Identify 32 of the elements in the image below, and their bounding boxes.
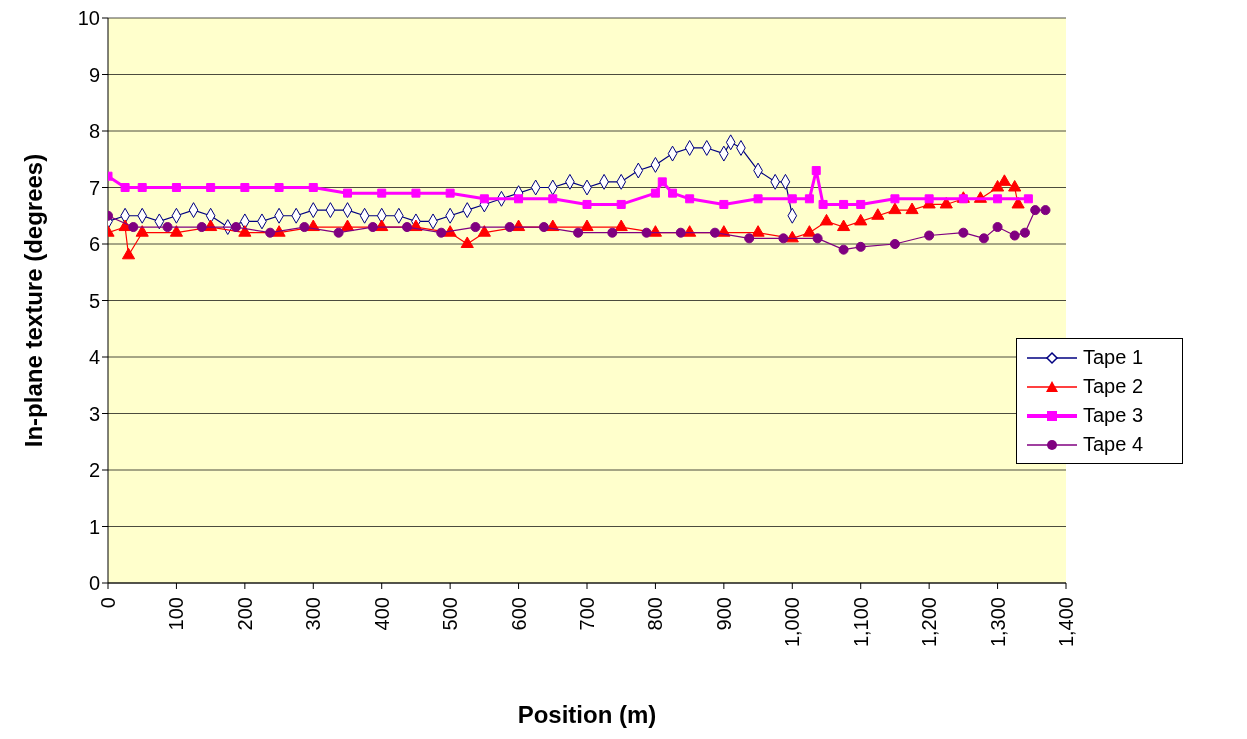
y-tick-label: 0	[88, 572, 100, 595]
x-tick-label: 600	[507, 597, 530, 631]
y-tick-label: 4	[88, 346, 100, 369]
y-tick-label: 1	[88, 515, 100, 538]
x-tick-label: 1,400	[1055, 597, 1077, 648]
x-axis-title: Position (m)	[517, 701, 657, 728]
x-tick-label: 400	[370, 597, 393, 631]
x-tick-label: 0	[97, 597, 119, 609]
legend-label: Tape 4	[1083, 433, 1144, 456]
x-tick-label: 500	[439, 597, 462, 631]
y-tick-label: 9	[88, 63, 100, 86]
x-tick-label: 1,300	[986, 597, 1009, 648]
x-tick-label: 200	[233, 597, 256, 631]
x-tick-label: 1,100	[849, 597, 872, 648]
legend-label: Tape 2	[1083, 375, 1144, 398]
y-tick-label: 6	[88, 233, 100, 256]
y-tick-label: 2	[88, 459, 100, 482]
legend-label: Tape 1	[1083, 346, 1144, 369]
y-tick-label: 10	[77, 7, 100, 30]
x-tick-label: 300	[302, 597, 325, 631]
x-tick-label: 800	[644, 597, 667, 631]
y-tick-label: 8	[88, 120, 100, 143]
y-axis-title: In-plane texture (degrees)	[19, 153, 47, 448]
y-tick-label: 3	[88, 402, 100, 425]
x-tick-label: 700	[576, 597, 598, 631]
x-tick-label: 1,000	[781, 597, 804, 648]
x-tick-label: 100	[165, 597, 188, 631]
y-tick-label: 7	[88, 176, 100, 199]
x-tick-label: 900	[712, 597, 735, 631]
y-tick-label: 5	[88, 289, 100, 312]
legend-label: Tape 3	[1083, 404, 1144, 427]
x-tick-label: 1,200	[918, 597, 941, 648]
